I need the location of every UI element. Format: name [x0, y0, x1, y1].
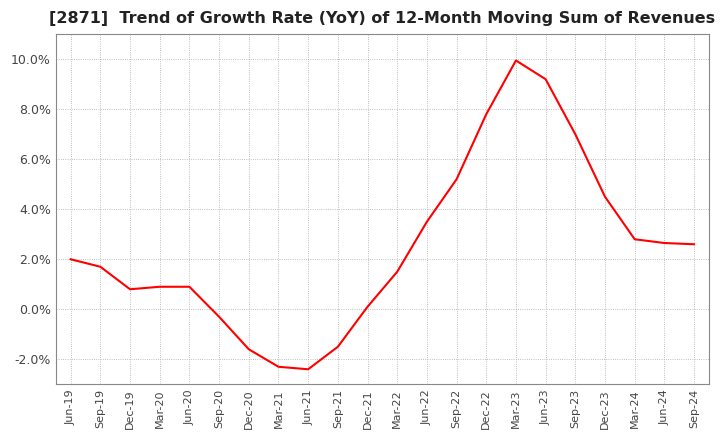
Title: [2871]  Trend of Growth Rate (YoY) of 12-Month Moving Sum of Revenues: [2871] Trend of Growth Rate (YoY) of 12-…	[49, 11, 716, 26]
